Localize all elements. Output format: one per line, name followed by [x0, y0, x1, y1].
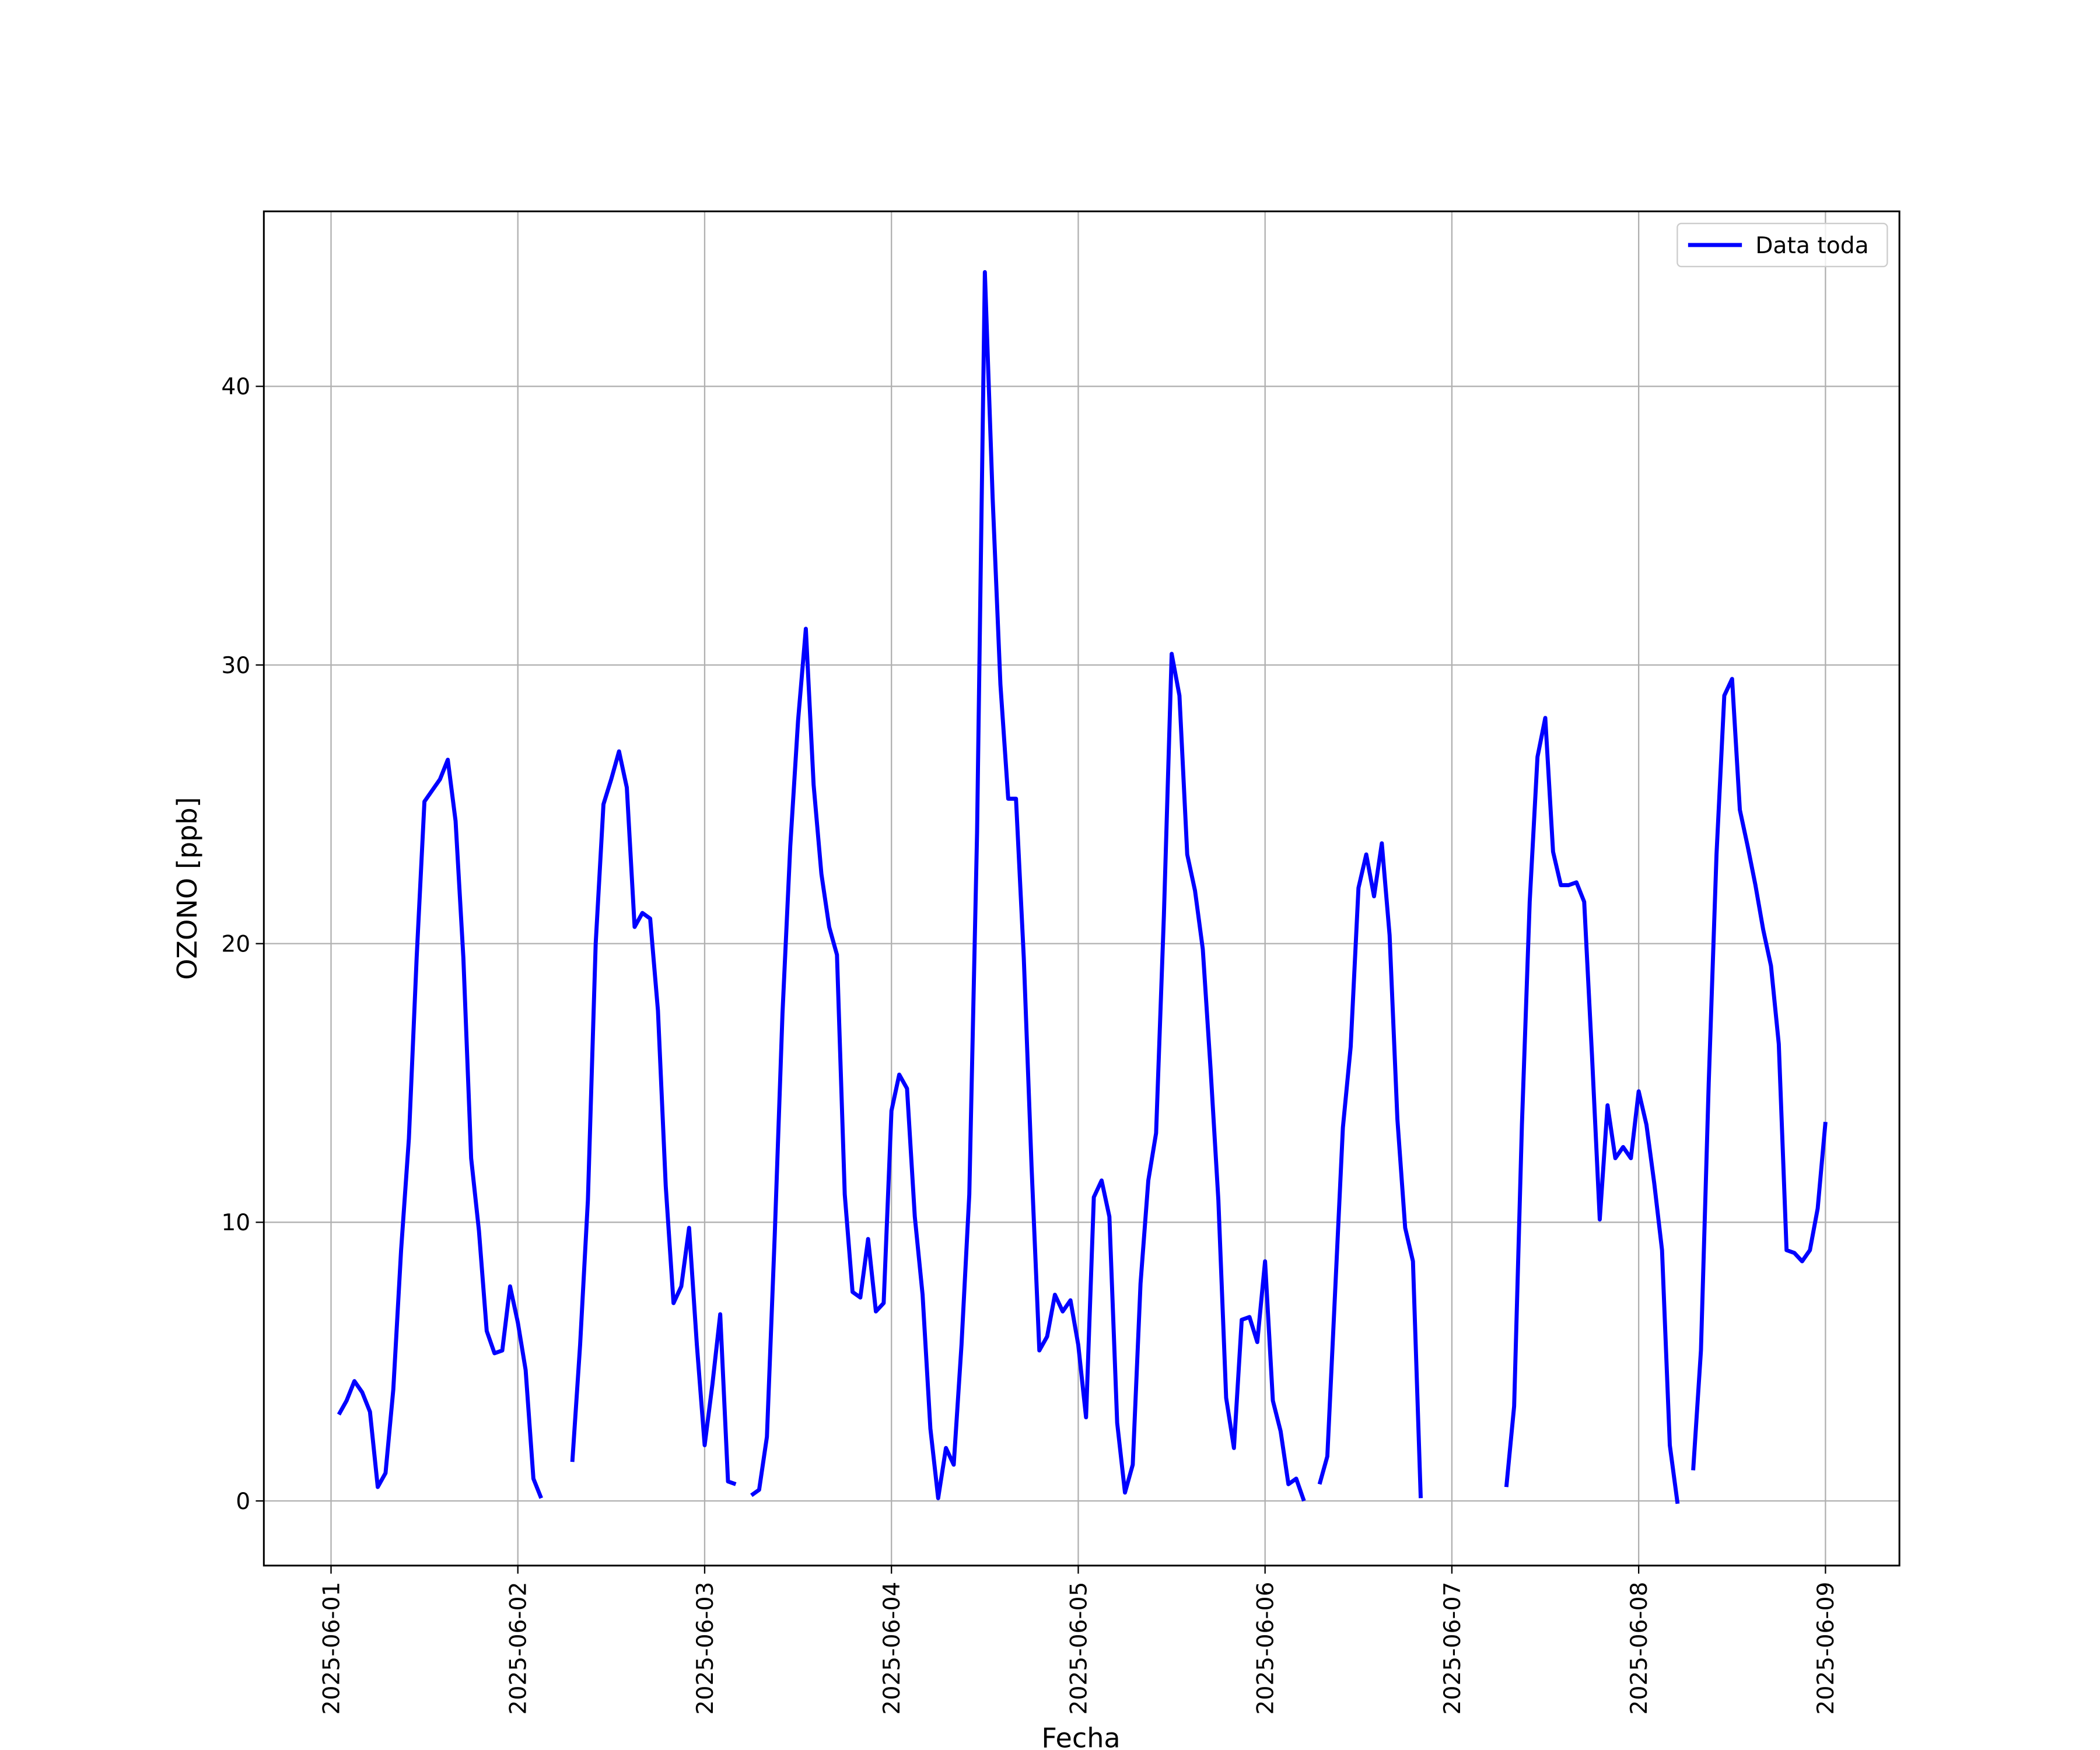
data-line [337, 270, 1828, 1504]
x-axis-label: Fecha [1041, 1722, 1120, 1750]
x-tick-label: 2025-06-08 [1626, 1582, 1653, 1715]
x-tick-label: 2025-06-03 [692, 1582, 719, 1715]
y-tick-label: 40 [221, 374, 250, 400]
x-tick-label: 2025-06-05 [1066, 1582, 1092, 1715]
y-axis-label: OZONO [ppb] [172, 797, 203, 980]
legend-box [1676, 222, 1888, 268]
y-tick-label: 20 [221, 932, 250, 958]
plot-frame [262, 210, 1901, 1567]
legend-label: Data toda [1755, 233, 1868, 259]
x-tick-label: 2025-06-01 [318, 1582, 345, 1715]
y-tick-label: 10 [221, 1210, 250, 1236]
x-tick-label: 2025-06-07 [1440, 1582, 1466, 1715]
x-tick-label: 2025-06-04 [879, 1582, 905, 1715]
y-tick-label: 0 [236, 1489, 250, 1515]
x-tick-label: 2025-06-06 [1253, 1582, 1279, 1715]
y-tick-label: 30 [221, 653, 250, 679]
x-tick-label: 2025-06-02 [506, 1582, 532, 1715]
x-tick-label: 2025-06-09 [1813, 1582, 1839, 1715]
